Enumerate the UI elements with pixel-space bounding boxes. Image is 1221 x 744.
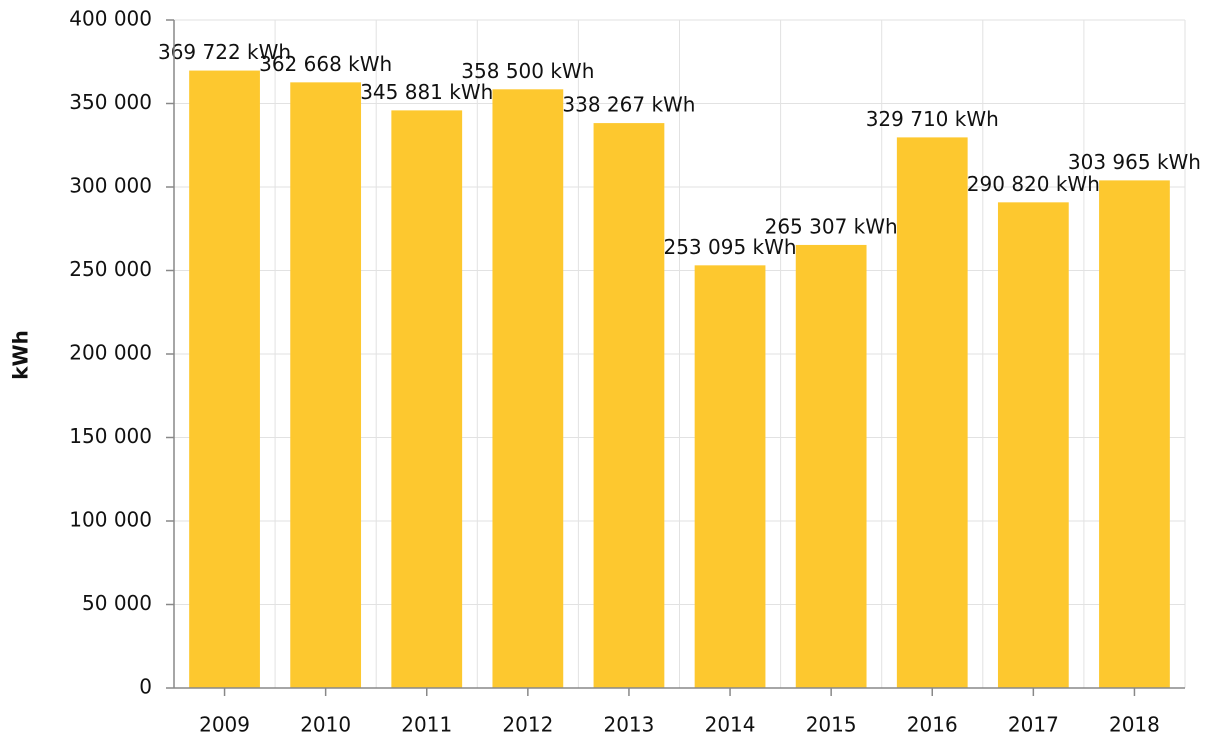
y-tick-label: 350 000 [69, 90, 152, 114]
x-tick-label: 2012 [502, 713, 553, 737]
bar [795, 244, 867, 688]
value-label: 338 267 kWh [562, 93, 695, 117]
value-label: 345 881 kWh [360, 80, 493, 104]
bar [694, 265, 766, 688]
y-tick-label: 0 [139, 675, 152, 699]
x-tick-label: 2018 [1109, 713, 1160, 737]
x-tick-label: 2016 [907, 713, 958, 737]
bar [997, 202, 1069, 688]
y-tick-label: 250 000 [69, 257, 152, 281]
bar [391, 110, 463, 689]
y-tick-label: 100 000 [69, 508, 152, 532]
value-label: 358 500 kWh [461, 59, 594, 83]
bar [896, 137, 968, 689]
x-tick-label: 2009 [199, 713, 250, 737]
y-tick-label: 50 000 [82, 591, 152, 615]
y-tick-label: 400 000 [69, 7, 152, 31]
y-axis-title: kWh [9, 330, 33, 380]
value-label: 329 710 kWh [866, 107, 999, 131]
x-tick-label: 2010 [300, 713, 351, 737]
bar [189, 70, 260, 688]
y-tick-label: 200 000 [69, 341, 152, 365]
bar [1099, 180, 1170, 688]
value-label: 303 965 kWh [1068, 150, 1201, 174]
y-tick-label: 300 000 [69, 174, 152, 198]
value-label: 265 307 kWh [765, 214, 898, 238]
bar [492, 89, 564, 689]
x-tick-label: 2011 [401, 713, 452, 737]
value-label: 290 820 kWh [967, 172, 1100, 196]
x-tick-label: 2015 [806, 713, 857, 737]
value-label: 369 722 kWh [158, 40, 291, 64]
bar [593, 123, 665, 688]
x-tick-label: 2013 [603, 713, 654, 737]
x-tick-label: 2014 [705, 713, 756, 737]
bar [290, 82, 362, 689]
value-label: 253 095 kWh [663, 235, 796, 259]
value-label: 362 668 kWh [259, 52, 392, 76]
y-tick-label: 150 000 [69, 424, 152, 448]
x-tick-label: 2017 [1008, 713, 1059, 737]
